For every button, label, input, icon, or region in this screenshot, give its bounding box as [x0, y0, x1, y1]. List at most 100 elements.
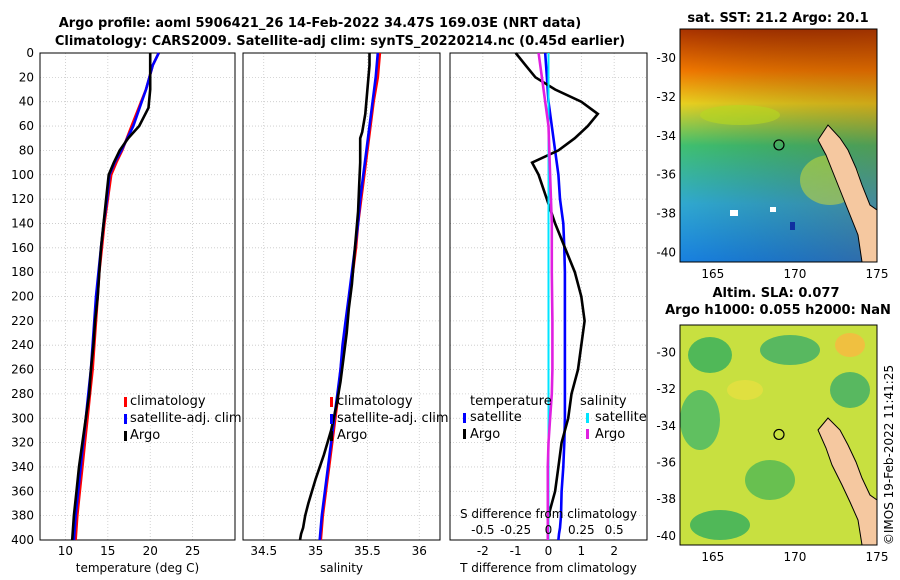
legend-swatch-climatology: [124, 397, 127, 407]
secondary-x-tick-label: -0.25: [500, 523, 531, 537]
y-tick-label: 260: [11, 363, 34, 377]
x-tick-label: 35.5: [354, 544, 381, 558]
y-tick-label: 80: [19, 143, 34, 157]
x-axis-label: salinity: [320, 561, 363, 575]
legend-swatch-t-argo: [463, 429, 466, 439]
map-x-tick-label: 165: [701, 550, 724, 564]
map-x-tick-label: 165: [701, 267, 724, 281]
legend-swatch-satellite-adj: [330, 414, 333, 424]
map-y-tick-label: -40: [656, 529, 676, 543]
sla-low-blob: [690, 510, 750, 540]
sla-low-blob: [680, 390, 720, 450]
legend-label-s-argo: Argo: [595, 427, 625, 442]
legend-title-salinity: salinity: [580, 394, 627, 409]
legend-label-s-satellite: satellite: [595, 410, 647, 425]
secondary-x-tick-label: 0: [545, 523, 553, 537]
y-tick-label: 280: [11, 387, 34, 401]
sst-map-title: sat. SST: 21.2 Argo: 20.1: [687, 11, 868, 26]
figure-title-line2: Climatology: CARS2009. Satellite-adj cli…: [55, 34, 625, 49]
sla-low-blob: [830, 372, 870, 408]
legend-swatch-climatology: [330, 397, 333, 407]
secondary-x-tick-label: 0.25: [568, 523, 595, 537]
new-caledonia-landmass: [817, 417, 877, 545]
legend-label-argo: Argo: [337, 428, 367, 443]
x-axis-label: temperature (deg C): [76, 561, 199, 575]
legend-swatch-argo: [124, 431, 127, 441]
y-tick-label: 140: [11, 216, 34, 230]
legend-title-temperature: temperature: [470, 394, 552, 409]
y-tick-label: 220: [11, 314, 34, 328]
sla-low-blob: [688, 337, 732, 373]
watermark: ©IMOS 19-Feb-2022 11:41:25: [882, 365, 896, 545]
x-tick-label: -2: [477, 544, 489, 558]
x-tick-label: 2: [610, 544, 618, 558]
salinity-legend: climatology satellite-adj. clim Argo: [330, 394, 449, 443]
legend-label-satellite-adj: satellite-adj. clim: [130, 411, 242, 426]
y-tick-label: 320: [11, 436, 34, 450]
series-line-t-satellite: [543, 52, 567, 541]
x-axis-label: T difference from climatology: [459, 561, 637, 575]
x-tick-label: 34.5: [250, 544, 277, 558]
x-tick-label: 0: [545, 544, 553, 558]
new-caledonia-landmass: [817, 124, 877, 262]
sst-map: sat. SST: 21.2 Argo: 20.1 165 170 175 -30 -3…: [656, 11, 888, 281]
map-x-tick-label: 170: [783, 267, 806, 281]
map-y-tick-label: -36: [656, 168, 676, 182]
x-tick-label: 10: [58, 544, 73, 558]
x-tick-label: 20: [143, 544, 158, 558]
sst-cloud-gap: [730, 210, 738, 216]
plot-frame: [39, 52, 236, 541]
y-tick-label: 240: [11, 338, 34, 352]
x-tick-label: 35: [308, 544, 323, 558]
y-tick-label: 100: [11, 168, 34, 182]
sla-high-blob: [727, 380, 763, 400]
map-y-tick-label: -32: [656, 382, 676, 396]
salinity-panel: 34.5 35 35.5 36 salinity: [242, 52, 441, 575]
sst-cloud-gap: [770, 207, 776, 212]
temperature-panel: 10 15 20 25 temperature (deg C) 0 20 40 60 80 100 1…: [11, 46, 236, 575]
sla-low-blob: [760, 335, 820, 365]
sla-high-blob: [835, 333, 865, 357]
map-y-tick-label: -34: [656, 129, 676, 143]
figure-title-line1: Argo profile: aoml 5906421_26 14-Feb-202…: [59, 16, 581, 31]
map-x-tick-label: 175: [866, 267, 889, 281]
map-y-tick-label: -38: [656, 206, 676, 220]
map-y-tick-label: -38: [656, 492, 676, 506]
y-tick-label: 180: [11, 265, 34, 279]
x-tick-label: 25: [185, 544, 200, 558]
sst-cold-pixel: [790, 222, 795, 230]
series-line-argo: [70, 53, 152, 541]
y-tick-label: 200: [11, 290, 34, 304]
sla-map-title-line1: Altim. SLA: 0.077: [713, 286, 840, 301]
map-y-tick-label: -40: [656, 245, 676, 259]
y-tick-label: 40: [19, 95, 34, 109]
y-tick-label: 380: [11, 509, 34, 523]
y-tick-label: 400: [11, 533, 34, 547]
series-line-t-argo: [514, 52, 600, 516]
sla-map-frame: [679, 324, 878, 546]
sst-axes: 165 170 175 -30 -32 -34 -36 -38 -40: [656, 51, 888, 281]
legend-swatch-s-satellite: [586, 413, 589, 423]
y-tick-label: 0: [26, 46, 34, 60]
legend-swatch-argo: [330, 431, 333, 441]
sst-field-shade: [680, 29, 877, 262]
sst-argo-marker: [773, 139, 785, 151]
difference-legend: temperature salinity satellite Argo sate…: [463, 394, 647, 442]
sst-map-frame: [679, 28, 878, 263]
sla-argo-marker: [773, 428, 785, 441]
y-tick-label: 360: [11, 484, 34, 498]
y-tick-label: 60: [19, 119, 34, 133]
legend-label-satellite-adj: satellite-adj. clim: [337, 411, 449, 426]
sla-low-blob: [745, 460, 795, 500]
legend-label-climatology: climatology: [130, 394, 206, 409]
y-tick-label: 20: [19, 70, 34, 84]
map-y-tick-label: -34: [656, 419, 676, 433]
x-tick-label: -1: [510, 544, 522, 558]
legend-label-argo: Argo: [130, 428, 160, 443]
map-x-tick-label: 170: [783, 550, 806, 564]
legend-swatch-satellite-adj: [124, 414, 127, 424]
map-y-tick-label: -32: [656, 90, 676, 104]
series-line-satellite-adj-clim: [318, 52, 380, 541]
difference-panel: -2 -1 0 1 2 T difference from climatology S di…: [449, 52, 648, 575]
